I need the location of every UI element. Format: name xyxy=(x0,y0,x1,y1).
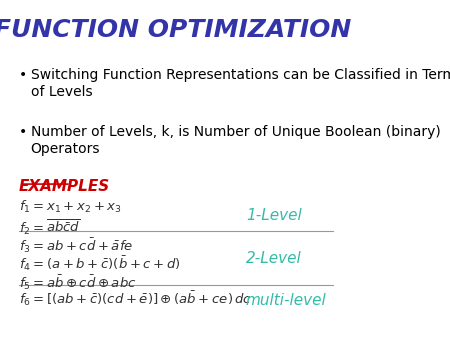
Text: $f_2 = \overline{ab\bar{c}d}$: $f_2 = \overline{ab\bar{c}d}$ xyxy=(19,218,81,237)
Text: $f_4 = (a+b+\bar{c})(\bar{b}+c+d)$: $f_4 = (a+b+\bar{c})(\bar{b}+c+d)$ xyxy=(19,255,180,273)
Text: •: • xyxy=(19,125,27,139)
Text: multi-level: multi-level xyxy=(246,293,327,308)
Text: $f_5 = a\bar{b} \oplus c\bar{d} \oplus abc$: $f_5 = a\bar{b} \oplus c\bar{d} \oplus a… xyxy=(19,273,136,292)
Text: $f_3 = ab + c\bar{d} + \bar{a}fe$: $f_3 = ab + c\bar{d} + \bar{a}fe$ xyxy=(19,236,133,255)
Text: EXAMPLES: EXAMPLES xyxy=(19,179,110,194)
Text: Number of Levels, k, is Number of Unique Boolean (binary)
Operators: Number of Levels, k, is Number of Unique… xyxy=(31,125,441,155)
Text: •: • xyxy=(19,68,27,82)
Text: 2-Level: 2-Level xyxy=(246,251,302,266)
Text: FUNCTION OPTIMIZATION: FUNCTION OPTIMIZATION xyxy=(0,18,351,42)
Text: $f_6 = [(ab+\bar{c})(cd+\bar{e})] \oplus (a\bar{b}+ce)\,dc$: $f_6 = [(ab+\bar{c})(cd+\bar{e})] \oplus… xyxy=(19,290,252,308)
Text: $f_1 = x_1 + x_2 + x_3$: $f_1 = x_1 + x_2 + x_3$ xyxy=(19,199,122,215)
Text: 1-Level: 1-Level xyxy=(246,208,302,222)
Text: Switching Function Representations can be Classified in Terms
of Levels: Switching Function Representations can b… xyxy=(31,68,450,99)
